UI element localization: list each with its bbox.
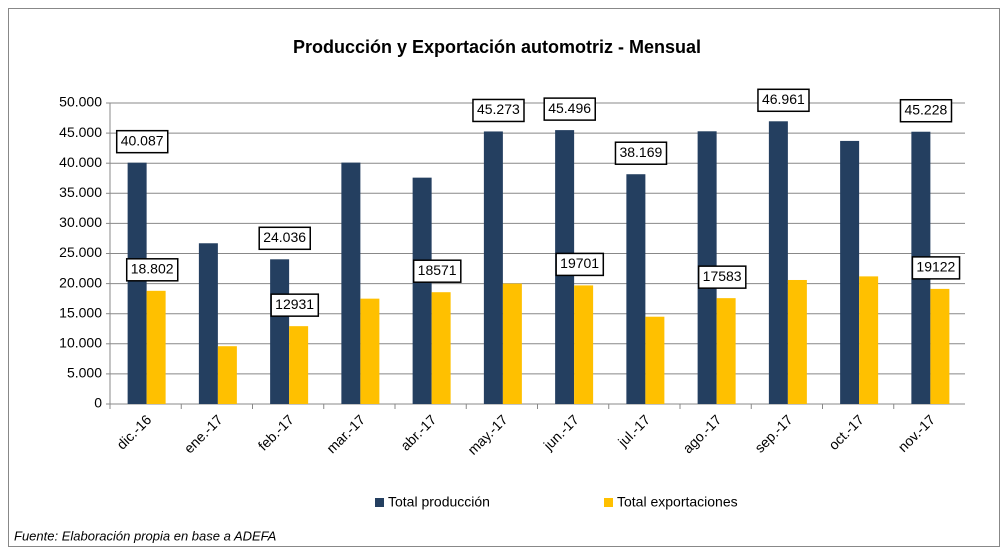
y-tick-label: 5.000 <box>67 365 102 381</box>
data-label: 17583 <box>703 268 742 284</box>
bar <box>360 298 380 404</box>
data-label: 19122 <box>916 259 955 275</box>
y-tick-label: 25.000 <box>59 244 102 260</box>
bar <box>626 174 646 404</box>
bar <box>198 243 218 404</box>
bar <box>289 326 309 404</box>
data-label: 18571 <box>418 262 457 278</box>
data-label-box <box>125 258 179 282</box>
y-tick-label: 50.000 <box>59 94 102 110</box>
bar <box>146 290 166 404</box>
bar <box>787 279 807 404</box>
y-tick-label: 20.000 <box>59 274 102 290</box>
legend-swatch <box>375 498 384 507</box>
bar <box>483 131 503 404</box>
data-label-box <box>614 141 668 165</box>
chart-title: Producción y Exportación automotriz - Me… <box>293 37 701 57</box>
data-label-box <box>697 265 747 289</box>
data-label: 45.273 <box>477 101 520 117</box>
bar <box>930 288 950 404</box>
bar <box>840 140 860 404</box>
y-tick-label: 40.000 <box>59 154 102 170</box>
data-label: 45.496 <box>548 100 591 116</box>
data-label: 19701 <box>560 255 599 271</box>
bar <box>716 298 736 404</box>
data-label-box <box>899 98 953 123</box>
bar <box>412 177 432 404</box>
data-label: 24.036 <box>263 229 306 245</box>
data-label-box <box>258 226 311 251</box>
y-tick-label: 35.000 <box>59 184 102 200</box>
y-tick-label: 30.000 <box>59 214 102 230</box>
data-label-box <box>543 97 596 121</box>
data-label: 46.961 <box>762 91 805 107</box>
legend-label: Total exportaciones <box>617 494 738 510</box>
data-label: 40.087 <box>121 132 164 148</box>
bar <box>502 283 522 404</box>
data-label: 45.228 <box>904 101 947 117</box>
data-label: 38.169 <box>619 144 662 160</box>
data-label-box <box>555 252 605 277</box>
y-tick-label: 0 <box>94 395 102 411</box>
bar <box>127 162 147 404</box>
legend-label: Total producción <box>388 494 490 510</box>
bar <box>431 292 451 404</box>
bar <box>341 162 361 404</box>
data-label: 12931 <box>275 296 314 312</box>
data-label-box <box>757 88 810 113</box>
bar <box>645 316 665 404</box>
data-label: 18.802 <box>131 261 174 277</box>
data-label-box <box>270 293 320 317</box>
bar <box>768 121 788 405</box>
data-label-box <box>472 98 525 123</box>
y-tick-label: 45.000 <box>59 124 102 140</box>
data-label-box <box>412 259 462 283</box>
y-tick-label: 10.000 <box>59 335 102 351</box>
data-label-box <box>911 256 961 280</box>
data-label-box <box>115 129 169 154</box>
source-note: Fuente: Elaboración propia en base a ADE… <box>14 528 276 543</box>
bar <box>859 276 879 404</box>
bar <box>270 259 290 404</box>
bar <box>217 346 237 404</box>
legend-swatch <box>604 498 613 507</box>
y-tick-label: 15.000 <box>59 304 102 320</box>
bar <box>574 285 594 404</box>
